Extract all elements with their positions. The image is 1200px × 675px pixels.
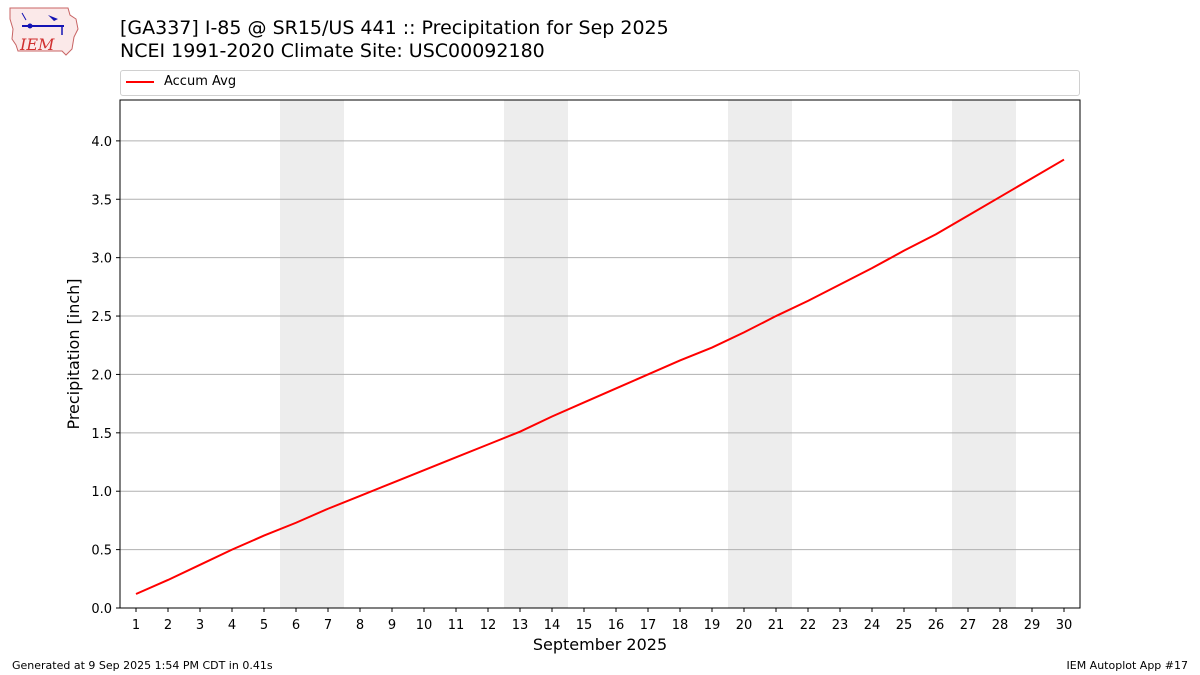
x-tick-label: 23 bbox=[832, 618, 849, 633]
x-tick-label: 17 bbox=[640, 618, 657, 633]
series-layer bbox=[135, 158, 1065, 595]
y-tick-label: 0.0 bbox=[91, 602, 112, 617]
plot-frame bbox=[119, 99, 1081, 609]
x-axis-label: September 2025 bbox=[533, 635, 667, 654]
y-tick-label: 4.0 bbox=[91, 135, 112, 150]
x-tick-label: 10 bbox=[416, 618, 433, 633]
x-tick-label: 8 bbox=[356, 618, 364, 633]
x-tick-label: 11 bbox=[448, 618, 465, 633]
chart-title: [GA337] I-85 @ SR15/US 441 :: Precipitat… bbox=[120, 17, 669, 39]
iem-logo: IEM bbox=[9, 7, 79, 56]
x-tick-label: 22 bbox=[800, 618, 817, 633]
x-tick-label: 18 bbox=[672, 618, 689, 633]
x-tick-label: 20 bbox=[736, 618, 753, 633]
x-tick-label: 12 bbox=[480, 618, 497, 633]
x-tick-label: 13 bbox=[512, 618, 529, 633]
legend-label: Accum Avg bbox=[164, 74, 237, 89]
legend: Accum Avg bbox=[120, 70, 1080, 96]
x-tick-label: 29 bbox=[1024, 618, 1041, 633]
generated-timestamp: Generated at 9 Sep 2025 1:54 PM CDT in 0… bbox=[12, 659, 273, 672]
gridlines bbox=[120, 140, 1080, 609]
x-tick-label: 5 bbox=[260, 618, 268, 633]
y-tick-label: 1.5 bbox=[91, 427, 112, 442]
x-tick-label: 16 bbox=[608, 618, 625, 633]
y-tick-label: 3.0 bbox=[91, 252, 112, 267]
x-tick-label: 9 bbox=[388, 618, 396, 633]
y-tick-label: 0.5 bbox=[91, 544, 112, 559]
weekend-shading bbox=[280, 100, 1016, 608]
x-tick-label: 19 bbox=[704, 618, 721, 633]
x-tick-label: 30 bbox=[1056, 618, 1073, 633]
legend-swatch bbox=[126, 81, 154, 83]
x-tick-label: 25 bbox=[896, 618, 913, 633]
x-tick-label: 28 bbox=[992, 618, 1009, 633]
y-axis-label: Precipitation [inch] bbox=[64, 278, 83, 429]
x-tick-label: 2 bbox=[164, 618, 172, 633]
x-tick-label: 21 bbox=[768, 618, 785, 633]
y-tick-label: 2.0 bbox=[91, 368, 112, 383]
y-tick-label: 3.5 bbox=[91, 193, 112, 208]
y-tick-label: 1.0 bbox=[91, 485, 112, 500]
x-tick-label: 4 bbox=[228, 618, 236, 633]
app-label: IEM Autoplot App #17 bbox=[1066, 659, 1189, 672]
x-tick-label: 24 bbox=[864, 618, 881, 633]
x-tick-label: 6 bbox=[292, 618, 300, 633]
weekend-band bbox=[504, 100, 568, 608]
weekend-band bbox=[280, 100, 344, 608]
x-tick-label: 15 bbox=[576, 618, 593, 633]
weekend-band bbox=[728, 100, 792, 608]
x-tick-label: 14 bbox=[544, 618, 561, 633]
weekend-band bbox=[952, 100, 1016, 608]
chart-subtitle: NCEI 1991-2020 Climate Site: USC00092180 bbox=[120, 40, 545, 62]
x-tick-label: 1 bbox=[132, 618, 140, 633]
x-tick-label: 7 bbox=[324, 618, 332, 633]
x-tick-label: 26 bbox=[928, 618, 945, 633]
series-line-accum-avg bbox=[135, 158, 1065, 595]
logo-text: IEM bbox=[19, 35, 55, 54]
x-tick-label: 27 bbox=[960, 618, 977, 633]
y-tick-label: 2.5 bbox=[91, 310, 112, 325]
axes: 0.00.51.01.52.02.53.03.54.01 2 3 4 5 6 7 8 9 10 11… bbox=[91, 135, 1072, 633]
x-tick-label: 3 bbox=[196, 618, 204, 633]
